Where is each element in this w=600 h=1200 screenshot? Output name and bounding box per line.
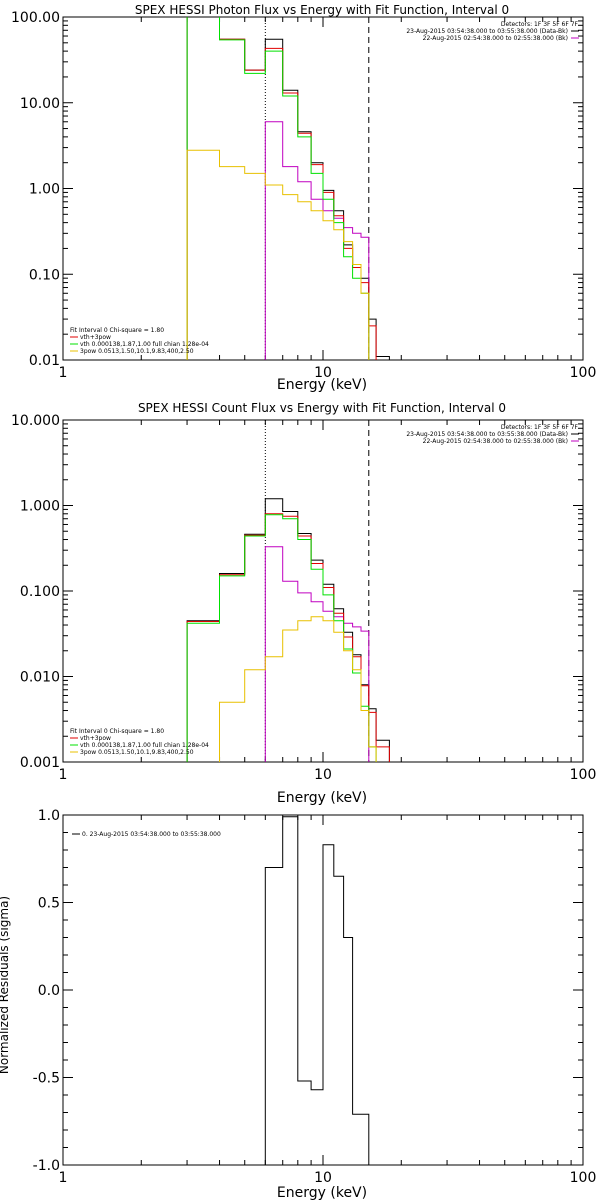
- header-line: 23-Aug-2015 03:54:38.000 to 03:55:38.000…: [406, 431, 568, 438]
- y-tick-label: 0.001: [20, 755, 60, 771]
- series-bk: [264, 546, 370, 762]
- x-tick-label: 100: [570, 1170, 597, 1186]
- y-tick-label: 0.100: [20, 584, 60, 600]
- series-vth-3pow: [186, 17, 377, 360]
- x-axis-label: Energy (keV): [277, 1185, 367, 1200]
- header-line: 23-Aug-2015 03:54:38.000 to 03:55:38.000…: [406, 28, 568, 35]
- y-tick-label: 1.000: [20, 499, 60, 515]
- y-tick-label: 100.00: [11, 10, 60, 26]
- y-tick-label: -0.5: [33, 1071, 60, 1087]
- series-vth-3pow: [186, 513, 390, 762]
- count-flux-panel: SPEX HESSI Count Flux vs Energy with Fit…: [11, 401, 596, 806]
- legend-entry: vth+3pow: [80, 735, 111, 742]
- series-0-23-aug-2015-03-54-38-000-to-03-55-38-000: [264, 816, 370, 1165]
- photon-flux-panel: SPEX HESSI Photon Flux vs Energy with Fi…: [11, 3, 597, 393]
- y-tick-label: 0.01: [29, 353, 60, 369]
- x-tick-label: 10: [314, 1170, 332, 1186]
- legend-entry: 3pow 0.0513,1.50,10.1,9.83,400,2.50: [80, 749, 194, 756]
- x-axis-label: Energy (keV): [277, 790, 367, 806]
- legend-entry: Fit Interval 0 Chi-square = 1.80: [70, 327, 164, 334]
- legend-entry: vth 0.000138,1.87,1.00 full chian 1.28e-…: [80, 742, 209, 749]
- series-3pow: [186, 149, 370, 360]
- legend-entry: 3pow 0.0513,1.50,10.1,9.83,400,2.50: [80, 348, 194, 355]
- y-tick-label: 0.5: [38, 896, 60, 912]
- x-tick-label: 1: [59, 767, 68, 783]
- x-tick-label: 1: [59, 365, 68, 381]
- series-data-bk: [186, 17, 390, 360]
- y-tick-label: 0.10: [29, 267, 60, 283]
- x-tick-label: 10: [314, 365, 332, 381]
- header-line: 22-Aug-2015 02:54:38.000 to 02:55:38.000…: [423, 35, 568, 42]
- y-tick-label: -1.0: [33, 1158, 60, 1174]
- x-tick-label: 1: [59, 1170, 68, 1186]
- legend-entry: vth 0.000138,1.87,1.00 full chian 1.28e-…: [80, 341, 209, 348]
- header-line: 22-Aug-2015 02:54:38.000 to 02:55:38.000…: [423, 438, 568, 445]
- x-tick-label: 10: [314, 767, 332, 783]
- panel-title: SPEX HESSI Count Flux vs Energy with Fit…: [138, 401, 506, 415]
- residuals-panel: Energy (keV) Normalized Residuals (sigma…: [0, 808, 596, 1200]
- y-tick-label: 0.0: [38, 983, 60, 999]
- y-tick-label: 10.000: [11, 413, 60, 429]
- series-data-bk: [186, 498, 390, 762]
- series-vth: [186, 17, 370, 360]
- y-axis-label: Normalized Residuals (sigma): [0, 896, 11, 1074]
- header-line: Detectors: 1F 3F 5F 6F 7F: [501, 21, 579, 28]
- y-tick-label: 1.00: [29, 182, 60, 198]
- legend-entry: vth+3pow: [80, 334, 111, 341]
- x-axis-label: Energy (keV): [277, 377, 367, 393]
- y-tick-label: 1.0: [38, 808, 60, 824]
- series-3pow: [219, 616, 377, 762]
- x-tick-label: 100: [570, 767, 597, 783]
- legend-entry: Fit Interval 0 Chi-square = 1.80: [70, 728, 164, 735]
- x-tick-label: 100: [570, 365, 597, 381]
- series-vth: [186, 514, 377, 762]
- panel-title: SPEX HESSI Photon Flux vs Energy with Fi…: [135, 3, 509, 17]
- legend-entry: 0. 23-Aug-2015 03:54:38.000 to 03:55:38.…: [82, 831, 221, 838]
- header-line: Detectors: 1F 3F 5F 6F 7F: [501, 424, 579, 431]
- series-bk: [264, 121, 370, 360]
- y-tick-label: 10.00: [20, 96, 60, 112]
- y-tick-label: 0.010: [20, 670, 60, 686]
